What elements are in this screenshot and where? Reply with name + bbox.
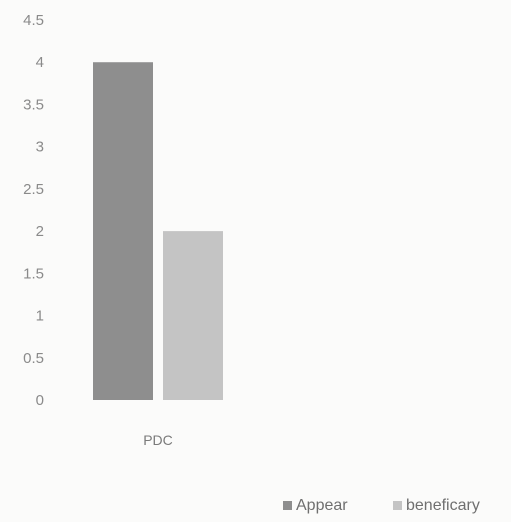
y-tick-label: 2 xyxy=(36,223,44,240)
y-axis-tick-labels: 0 0.5 1 1.5 2 2.5 3 3.5 4 4.5 xyxy=(23,12,44,409)
y-tick-label: 1.5 xyxy=(23,265,44,282)
y-tick-label: 3.5 xyxy=(23,96,44,113)
legend: Appear beneficary xyxy=(283,497,480,514)
legend-label-beneficary: beneficary xyxy=(406,497,480,514)
bars xyxy=(93,62,223,400)
legend-swatch-appear xyxy=(283,501,292,510)
y-tick-label: 0 xyxy=(36,392,44,409)
x-axis-category-labels: PDC xyxy=(143,432,173,448)
y-tick-label: 2.5 xyxy=(23,181,44,198)
y-tick-label: 0.5 xyxy=(23,350,44,367)
y-tick-label: 3 xyxy=(36,139,44,156)
y-tick-label: 4 xyxy=(36,54,44,71)
bar-beneficary-pdc xyxy=(163,231,223,400)
legend-swatch-beneficary xyxy=(393,501,402,510)
y-tick-label: 1 xyxy=(36,308,44,325)
legend-label-appear: Appear xyxy=(296,497,348,514)
x-category-label: PDC xyxy=(143,432,173,448)
y-tick-label: 4.5 xyxy=(23,12,44,29)
bar-appear-pdc xyxy=(93,62,153,400)
